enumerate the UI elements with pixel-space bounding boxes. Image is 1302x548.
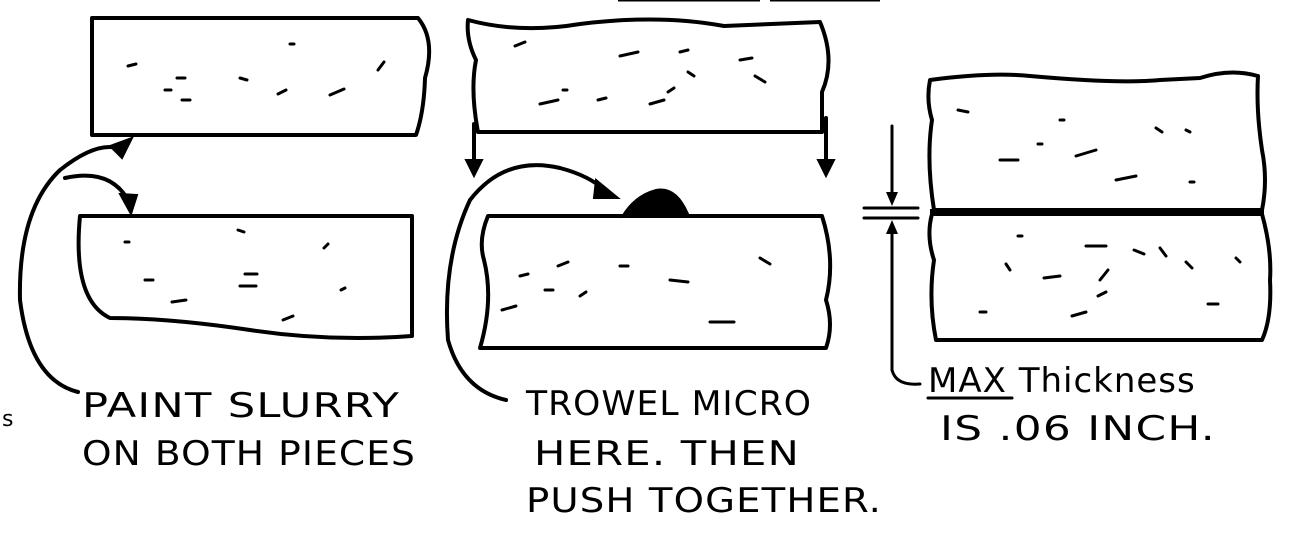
- panel2-label-line3: PUSH TOGETHER.: [526, 481, 882, 521]
- dimension-leader: [890, 368, 922, 386]
- panel-paint-slurry: PAINT SLURRY ON BOTH PIECES: [17, 16, 432, 474]
- panel2-arrowhead: [592, 178, 621, 199]
- panel1-bottom-block: [76, 214, 414, 340]
- panel2-leader-line: [444, 163, 606, 402]
- panel3-texture-bottom: [978, 234, 1242, 318]
- panel-joined-thickness: MAX Thickness IS .06 INCH.: [862, 70, 1273, 449]
- panel3-label-line2: IS .06 INCH.: [940, 409, 1216, 449]
- panel2-label-line1: TROWEL MICRO: [525, 384, 812, 424]
- panel2-texture-top: [513, 40, 767, 106]
- panel2-push-arrowhead-left: [464, 159, 484, 179]
- panel3-label-line1: MAX Thickness: [928, 361, 1196, 401]
- panel1-branch-line: [63, 173, 130, 202]
- panel3-texture-top: [956, 108, 1196, 184]
- panel2-bottom-block: [478, 214, 833, 350]
- panel1-texture-top: [126, 42, 386, 102]
- panel1-top-block: [90, 16, 432, 137]
- panel2-top-block: [465, 17, 831, 134]
- edge-mark: s: [2, 407, 13, 432]
- panel1-texture-bottom: [123, 228, 347, 322]
- panel-trowel-micro: TROWEL MICRO HERE. THEN PUSH TOGETHER.: [444, 17, 882, 521]
- mortar-blob: [620, 188, 690, 219]
- panel1-arrowhead-top: [108, 136, 135, 160]
- panel1-label-line1: PAINT SLURRY: [82, 386, 400, 426]
- panel1-leader-line: [17, 145, 120, 394]
- panel1-arrowhead-bottom: [118, 192, 139, 217]
- panel1-label-line2: ON BOTH PIECES: [82, 434, 416, 474]
- panel3-top-block: [926, 70, 1267, 212]
- panel2-push-arrowhead-right: [816, 159, 836, 179]
- panel3-bottom-block: [927, 212, 1273, 342]
- thickness-text: Thickness: [1007, 361, 1196, 401]
- panel2-texture-bottom: [500, 256, 772, 324]
- max-emphasis: MAX: [928, 361, 1007, 401]
- panel2-label-line2: HERE. THEN: [534, 434, 800, 474]
- dimension-arrowhead-top: [886, 192, 898, 206]
- dimension-arrowhead-bottom: [886, 220, 898, 234]
